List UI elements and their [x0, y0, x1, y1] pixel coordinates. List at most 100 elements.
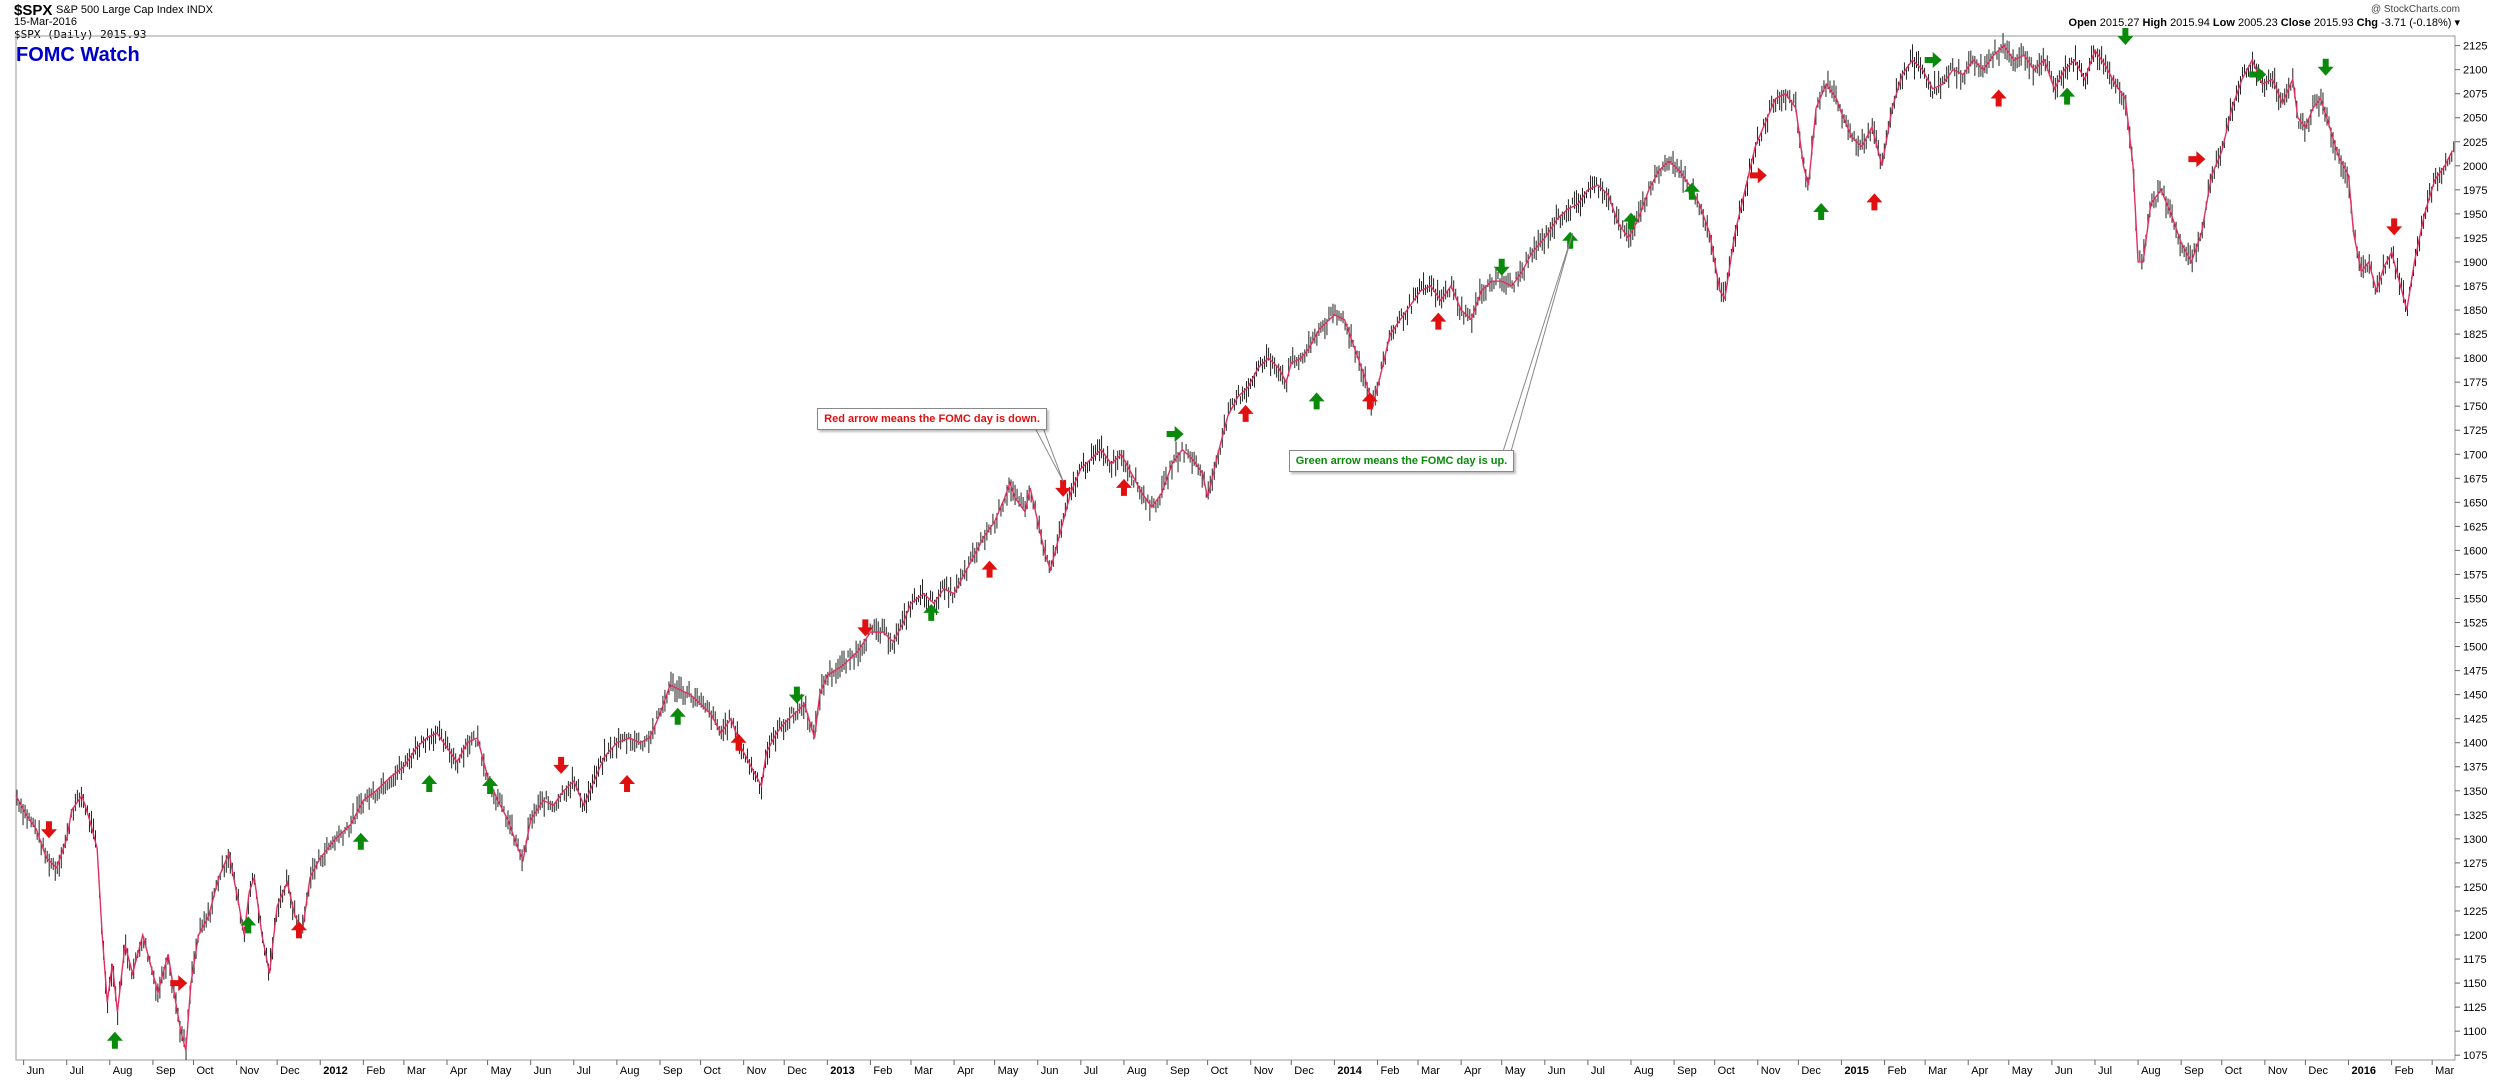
- x-tick-label: Nov: [240, 1065, 260, 1077]
- x-tick-label: Jun: [2055, 1065, 2073, 1077]
- chg-value: -3.71 (-0.18%): [2381, 17, 2452, 29]
- credit-label[interactable]: @ StockCharts.com: [2370, 4, 2460, 15]
- x-tick-label: Oct: [1211, 1065, 1228, 1077]
- x-tick-label: Mar: [2435, 1065, 2454, 1077]
- x-tick-label: Jul: [70, 1065, 84, 1077]
- x-tick-label: Nov: [747, 1065, 767, 1077]
- y-tick-label: 1775: [2463, 377, 2487, 389]
- x-tick-label: Jul: [2098, 1065, 2112, 1077]
- series-legend: $SPX (Daily) 2015.93: [14, 28, 147, 41]
- y-tick-label: 1675: [2463, 473, 2487, 485]
- y-tick-label: 1750: [2463, 401, 2487, 413]
- arrow-up-icon: [290, 921, 307, 939]
- y-tick-label: 1850: [2463, 305, 2487, 317]
- open-label: Open: [2068, 17, 2097, 29]
- x-tick-label: 2015: [1844, 1065, 1868, 1077]
- y-tick-label: 1575: [2463, 569, 2487, 581]
- y-tick-label: 1550: [2463, 593, 2487, 605]
- x-tick-label: Sep: [2184, 1065, 2204, 1077]
- symbol-label: $SPX: [14, 2, 53, 19]
- arrow-up-icon: [1237, 404, 1254, 422]
- y-tick-label: 1425: [2463, 714, 2487, 726]
- description-text: S&P 500 Large Cap Index: [56, 4, 184, 16]
- close-line: [15, 44, 2454, 1051]
- arrow-down-icon: [857, 619, 874, 637]
- x-tick-label: Aug: [620, 1065, 640, 1077]
- y-tick-label: 2025: [2463, 137, 2487, 149]
- arrow-right-icon: [1924, 52, 1942, 69]
- y-tick-label: 1925: [2463, 233, 2487, 245]
- arrow-down-icon: [1493, 258, 1510, 276]
- x-tick-label: 2016: [2352, 1065, 2376, 1077]
- x-tick-label: Feb: [873, 1065, 892, 1077]
- x-tick-label: Aug: [113, 1065, 133, 1077]
- chg-label: Chg: [2356, 17, 2379, 29]
- arrow-up-icon: [1361, 392, 1378, 410]
- arrow-down-icon: [553, 756, 570, 774]
- arrow-down-icon: [1055, 479, 1072, 497]
- y-tick-label: 1100: [2463, 1026, 2487, 1038]
- arrow-up-icon: [1813, 202, 1830, 220]
- x-tick-label: May: [1505, 1065, 1526, 1077]
- plot-frame: [15, 35, 2456, 1061]
- arrow-up-icon: [1115, 478, 1132, 496]
- x-tick-label: Oct: [704, 1065, 721, 1077]
- symbol-description: S&P 500 Large Cap Index INDX: [56, 4, 213, 16]
- chevron-down-icon[interactable]: ▾: [2454, 17, 2460, 29]
- y-tick-label: 1600: [2463, 545, 2487, 557]
- x-tick-label: Sep: [663, 1065, 683, 1077]
- y-tick-label: 1300: [2463, 834, 2487, 846]
- y-tick-label: 1400: [2463, 738, 2487, 750]
- x-tick-label: Jun: [534, 1065, 552, 1077]
- open-value: 2015.27: [2099, 17, 2140, 29]
- arrow-up-icon: [730, 733, 747, 751]
- arrow-up-icon: [1623, 212, 1640, 230]
- arrow-up-icon: [669, 707, 686, 725]
- high-label: High: [2142, 17, 2167, 29]
- arrow-up-icon: [482, 776, 499, 794]
- chart-title: FOMC Watch: [16, 44, 140, 66]
- x-tick-label: Aug: [1127, 1065, 1147, 1077]
- y-tick-label: 1325: [2463, 810, 2487, 822]
- x-tick-label: Jul: [1084, 1065, 1098, 1077]
- y-tick-label: 1350: [2463, 786, 2487, 798]
- y-tick-label: 2000: [2463, 161, 2487, 173]
- y-tick-label: 1525: [2463, 618, 2487, 630]
- x-tick-label: Nov: [1254, 1065, 1274, 1077]
- arrow-up-icon: [1990, 89, 2007, 107]
- arrow-up-icon: [421, 775, 438, 793]
- y-tick-label: 1825: [2463, 329, 2487, 341]
- annotation-note: Green arrow means the FOMC day is up.: [1288, 450, 1515, 473]
- y-tick-label: 1275: [2463, 858, 2487, 870]
- arrow-up-icon: [240, 916, 257, 934]
- exchange-text: INDX: [186, 4, 213, 16]
- x-tick-label: Sep: [1677, 1065, 1697, 1077]
- x-tick-label: Feb: [1888, 1065, 1907, 1077]
- arrow-up-icon: [981, 560, 998, 578]
- arrow-up-icon: [619, 775, 636, 793]
- arrow-up-icon: [1430, 312, 1447, 330]
- x-tick-label: Sep: [156, 1065, 176, 1077]
- y-tick-label: 1500: [2463, 642, 2487, 654]
- y-tick-label: 2050: [2463, 113, 2487, 125]
- close-label: Close: [2280, 17, 2311, 29]
- annotation-pointer: [1034, 427, 1064, 482]
- x-tick-label: Jun: [1548, 1065, 1566, 1077]
- x-tick-label: Apr: [957, 1065, 974, 1077]
- x-tick-label: Mar: [914, 1065, 933, 1077]
- x-tick-label: Oct: [2225, 1065, 2242, 1077]
- y-tick-label: 1875: [2463, 281, 2487, 293]
- x-tick-label: Apr: [1464, 1065, 1481, 1077]
- arrow-down-icon: [788, 686, 805, 704]
- x-tick-label: Feb: [1380, 1065, 1399, 1077]
- x-tick-label: Aug: [1634, 1065, 1654, 1077]
- y-tick-label: 1150: [2463, 978, 2487, 990]
- arrow-right-icon: [170, 975, 188, 992]
- x-tick-label: Mar: [1928, 1065, 1947, 1077]
- annotation-note: Red arrow means the FOMC day is down.: [817, 408, 1047, 431]
- y-tick-label: 2075: [2463, 89, 2487, 101]
- arrow-down-icon: [40, 821, 57, 839]
- arrow-up-icon: [352, 832, 369, 850]
- y-tick-label: 1900: [2463, 257, 2487, 269]
- x-tick-label: Aug: [2141, 1065, 2161, 1077]
